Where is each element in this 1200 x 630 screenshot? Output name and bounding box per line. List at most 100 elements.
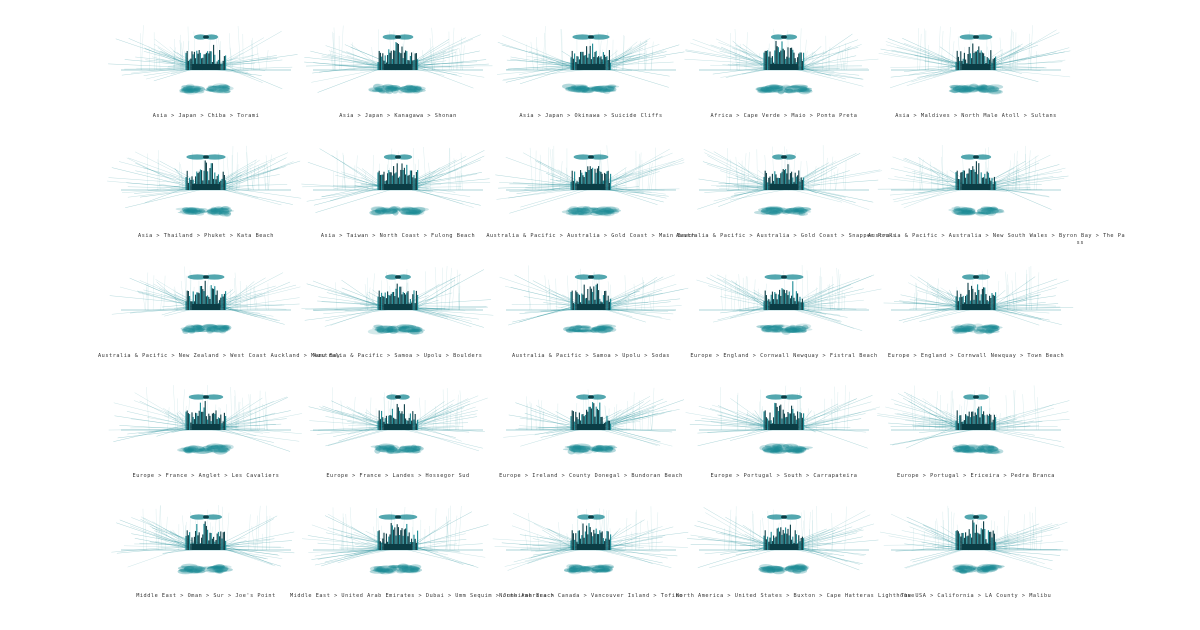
spot-caption-continued: ss: [1076, 240, 1084, 246]
spot-caption: Europe > Portugal > Ericeira > Pedra Bra…: [897, 473, 1055, 479]
radial-lines: [304, 25, 493, 93]
spot-caption: Australia & Pacific > Australia > Gold C…: [486, 233, 696, 239]
swell-cloud: [755, 84, 813, 95]
surf-spot-panel: North America > Canada > Vancouver Islan…: [492, 480, 689, 600]
swell-cloud: [948, 83, 1004, 95]
swell-cloud: [180, 323, 232, 335]
wind-ellipse: [766, 514, 802, 520]
surf-spot-panel: Australia & Pacific > Australia > Gold C…: [676, 120, 896, 240]
swell-spikes: [570, 166, 612, 190]
radial-lines: [497, 26, 685, 88]
surf-spot-panel: North America > United States > Buxton >…: [676, 480, 914, 600]
surf-spot-panel: Europe > France > Anglet > Les Cavaliers: [108, 360, 303, 480]
wave-direction-glyph: [301, 266, 494, 335]
wave-direction-glyph: [495, 145, 685, 217]
swell-spikes: [955, 520, 997, 550]
swell-spikes: [570, 523, 612, 550]
wind-ellipse: [960, 154, 992, 160]
wind-ellipse: [764, 274, 804, 280]
spot-caption: Africa > Cape Verde > Maio > Ponta Preta: [710, 113, 858, 119]
spot-caption: Middle East > United Arab Emirates > Dub…: [290, 593, 555, 599]
swell-cloud: [561, 205, 621, 217]
swell-cloud: [952, 563, 1005, 575]
wave-direction-glyph: [109, 266, 301, 335]
wind-ellipse: [382, 34, 414, 40]
radial-lines: [879, 505, 1069, 570]
wave-direction-glyph: [308, 387, 488, 455]
wind-ellipse: [572, 34, 610, 40]
swell-cloud: [367, 324, 426, 335]
wave-direction-glyph: [697, 145, 883, 216]
swell-cloud: [754, 205, 812, 216]
spot-caption: Australia & Pacific > Australia > New So…: [868, 233, 1126, 239]
wave-direction-glyph: [111, 505, 295, 575]
spot-caption: Asia > Japan > Kanagawa > Shonan: [339, 113, 457, 119]
swell-cloud: [370, 443, 424, 455]
surf-spot-panel: Asia > Maldives > North Male Atoll > Sul…: [878, 0, 1072, 120]
wind-ellipse: [573, 154, 609, 160]
wave-direction-glyph: [492, 506, 689, 575]
swell-cloud: [950, 323, 1003, 335]
wave-direction-glyph: [879, 505, 1069, 575]
surf-spot-panel: Asia > Thailand > Phuket > Kata Beach: [107, 120, 302, 240]
wind-ellipse: [770, 34, 798, 40]
swell-spikes: [377, 523, 419, 550]
swell-spikes: [185, 160, 227, 190]
wave-direction-glyph: [687, 506, 879, 575]
wind-ellipse: [577, 514, 605, 520]
wave-direction-glyph: [107, 145, 302, 217]
swell-cloud: [759, 443, 813, 455]
wind-ellipse: [765, 394, 803, 400]
swell-spikes: [570, 283, 612, 310]
surf-spot-panel: Europe > Portugal > South > Carrapateira: [685, 360, 881, 480]
wave-direction-glyph: [499, 265, 689, 334]
wave-direction-glyph: [877, 385, 1070, 455]
surf-spot-panel: Asia > Taiwan > North Coast > Fulong Bea…: [301, 120, 494, 240]
surf-spot-panel: Africa > Cape Verde > Maio > Ponta Preta: [684, 0, 880, 120]
swell-spikes: [377, 283, 419, 310]
swell-spikes: [185, 521, 227, 550]
wind-ellipse: [962, 274, 990, 280]
swell-cloud: [563, 323, 617, 334]
wave-direction-glyph: [883, 266, 1074, 335]
wave-direction-glyph: [878, 25, 1071, 95]
wind-ellipse: [383, 154, 413, 160]
wind-ellipse: [186, 154, 226, 160]
swell-cloud: [368, 83, 426, 95]
swell-spikes: [955, 43, 997, 70]
swell-cloud: [563, 564, 614, 575]
swell-spikes: [377, 403, 419, 430]
swell-spikes: [763, 164, 805, 190]
swell-spikes: [185, 280, 227, 310]
wind-ellipse: [772, 154, 796, 160]
surf-spot-panel: Europe > England > Cornwall Newquay > To…: [880, 240, 1074, 360]
swell-cloud: [177, 563, 233, 575]
wave-direction-glyph: [877, 145, 1069, 217]
surf-spot-panel: Australia & Pacific > New Zealand > West…: [98, 240, 340, 360]
spot-caption: North America > Canada > Vancouver Islan…: [499, 593, 683, 599]
spot-caption: The USA > California > LA County > Malib…: [900, 593, 1052, 599]
swell-cloud: [562, 443, 618, 455]
surf-spot-panel: Middle East > United Arab Emirates > Dub…: [290, 480, 554, 600]
surf-spot-panel: Europe > France > Landes > Hossegor Sud: [302, 360, 494, 480]
wave-direction-glyph: [301, 146, 491, 216]
surf-spot-panel: The USA > California > LA County > Malib…: [879, 480, 1072, 600]
spot-caption: Australia & Pacific > Samoa > Upolu > So…: [512, 353, 670, 359]
wave-direction-glyph: [108, 25, 298, 95]
spot-caption: Europe > France > Anglet > Les Cavaliers: [132, 473, 280, 479]
swell-cloud: [756, 323, 813, 335]
swell-spikes: [763, 40, 805, 70]
spot-caption: Europe > England > Cornwall Newquay > Fi…: [690, 353, 878, 359]
spot-caption: Australia & Pacific > New Zealand > West…: [98, 353, 341, 359]
spot-caption: Asia > Japan > Okinawa > Suicide Cliffs: [519, 113, 663, 119]
surf-spot-panel: Europe > Portugal > Ericeira > Pedra Bra…: [877, 360, 1072, 480]
wind-ellipse: [385, 274, 411, 280]
wind-ellipse: [964, 514, 988, 520]
swell-cloud: [561, 83, 620, 95]
surf-spot-panel: Asia > Japan > Chiba > Torami: [108, 0, 302, 120]
surf-spot-panel: Australia & Pacific > Samoa > Upolu > So…: [495, 240, 689, 360]
wind-ellipse: [187, 274, 225, 280]
swell-spikes: [955, 161, 997, 190]
swell-cloud: [948, 206, 1005, 217]
